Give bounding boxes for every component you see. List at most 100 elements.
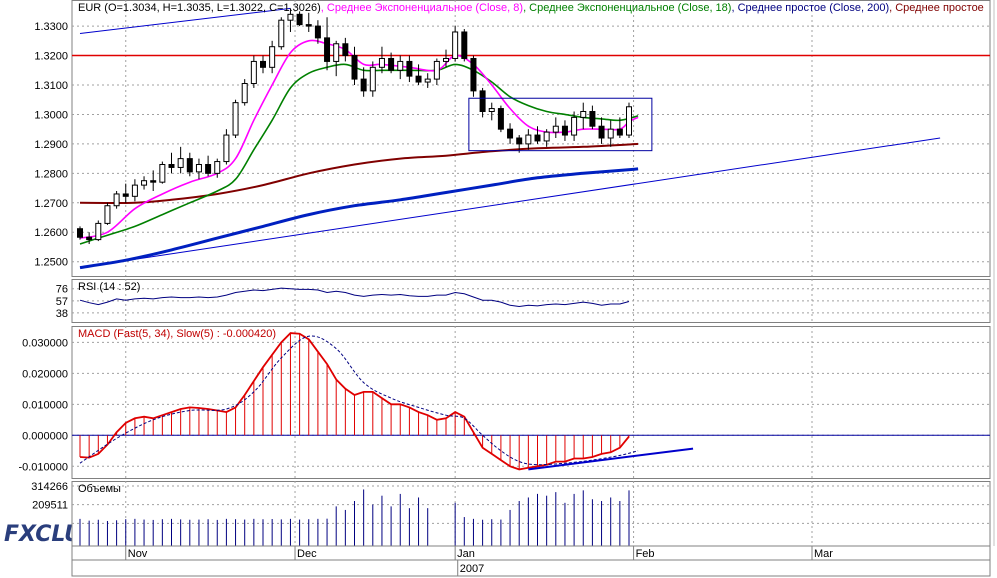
price-tick-label: 1.3300 <box>34 21 68 33</box>
candle <box>561 125 568 136</box>
candle <box>415 75 422 83</box>
candle <box>397 60 404 71</box>
macd-tick-label: -0.010000 <box>18 461 68 473</box>
candle <box>287 13 294 21</box>
price-tick-label: 1.2900 <box>34 139 68 151</box>
volume-tick-label: 209511 <box>32 500 68 512</box>
trendline-1 <box>79 137 941 269</box>
rsi-tick-label: 57 <box>56 296 68 308</box>
candle <box>333 43 340 62</box>
candle <box>177 158 184 168</box>
candle <box>424 78 431 83</box>
candle <box>122 193 129 197</box>
candle <box>406 60 413 77</box>
candle <box>479 90 486 112</box>
candle <box>360 78 367 92</box>
x-tick-label: Nov <box>128 548 148 560</box>
candle <box>452 31 459 59</box>
candle <box>95 222 102 241</box>
volume-title: Объемы <box>78 483 121 495</box>
rsi-tick-label: 38 <box>56 308 68 320</box>
candle <box>461 31 468 59</box>
price-title: EUR (O=1.3034, H=1.3035, L=1.3022, C=1.3… <box>78 2 984 14</box>
candle <box>77 228 83 238</box>
rsi-tick-label: 76 <box>56 284 68 296</box>
candle <box>205 164 212 174</box>
x-tick-label: Mar <box>814 548 833 560</box>
candle <box>314 25 321 39</box>
x-tick-label: Jan <box>457 548 475 560</box>
candle <box>324 37 331 62</box>
rsi-line <box>79 287 630 308</box>
candle <box>104 205 111 224</box>
candle <box>543 131 550 142</box>
candle <box>168 164 175 168</box>
consolidation-box <box>468 97 653 152</box>
candle <box>150 180 157 183</box>
candle <box>580 110 587 118</box>
price-tick-label: 1.3200 <box>34 51 68 63</box>
price-tick-label: 1.2800 <box>34 168 68 180</box>
candle <box>351 55 358 80</box>
candle <box>388 57 395 71</box>
price-tick-label: 1.3100 <box>34 80 68 92</box>
candle <box>296 13 303 26</box>
title-part-2: , Среднее Экспоненциальное (Close, 18) <box>523 2 731 14</box>
title-part-0: EUR (O=1.3034, H=1.3035, L=1.3022, C=1.3… <box>78 2 321 14</box>
candle <box>342 43 349 57</box>
price-tick-label: 1.3000 <box>34 109 68 121</box>
x-tick-label: Dec <box>297 548 317 560</box>
candle <box>589 110 596 127</box>
title-part-1: , Среднее Экспоненциальное (Close, 8) <box>321 2 523 14</box>
title-part-4: , Среднее простое <box>889 2 984 14</box>
candle <box>552 125 559 133</box>
candle <box>113 193 120 207</box>
candle <box>626 106 632 136</box>
candle <box>241 83 248 104</box>
candle <box>195 164 202 173</box>
sma200-line <box>79 167 639 270</box>
candle <box>488 108 495 112</box>
candle <box>305 24 312 27</box>
rsi-title: RSI (14 : 52) <box>78 281 140 293</box>
candle <box>269 46 276 68</box>
candle <box>131 184 138 197</box>
macd-signal-line <box>79 335 639 466</box>
candle <box>443 57 449 62</box>
volume-tick-label: 314266 <box>31 481 68 493</box>
candle <box>159 164 166 183</box>
price-tick-label: 1.2600 <box>34 227 68 239</box>
macd-tick-label: 0.000000 <box>22 430 68 442</box>
pane-frame-3 <box>71 481 991 547</box>
candle <box>278 19 285 48</box>
candle <box>86 236 93 241</box>
candle <box>598 125 605 139</box>
macd-title: MACD (Fast(5, 34), Slow(5) : -0.000420) <box>78 328 276 340</box>
x-tick-label: Feb <box>636 548 655 560</box>
candle <box>470 57 477 92</box>
pane-frame-2 <box>71 326 991 479</box>
candle <box>250 60 257 85</box>
candle <box>507 128 514 139</box>
candle <box>141 180 148 186</box>
macd-tick-label: 0.030000 <box>22 337 68 349</box>
x-axis-frame <box>71 545 991 577</box>
title-part-3: , Среднее простое (Close, 200) <box>731 2 889 14</box>
candle <box>378 57 385 68</box>
candle <box>516 137 523 145</box>
macd-tick-label: 0.010000 <box>22 399 68 411</box>
candle <box>232 102 239 136</box>
sma-dark-line <box>79 142 639 205</box>
candle <box>223 134 230 163</box>
candle <box>433 60 440 80</box>
candle <box>186 158 193 173</box>
candle <box>214 161 221 174</box>
price-tick-label: 1.2500 <box>34 257 68 269</box>
candle <box>525 134 532 145</box>
macd-tick-label: 0.020000 <box>22 368 68 380</box>
candle <box>607 128 614 139</box>
candle <box>369 66 376 92</box>
macd-trendline <box>528 447 694 471</box>
candle <box>497 108 504 130</box>
